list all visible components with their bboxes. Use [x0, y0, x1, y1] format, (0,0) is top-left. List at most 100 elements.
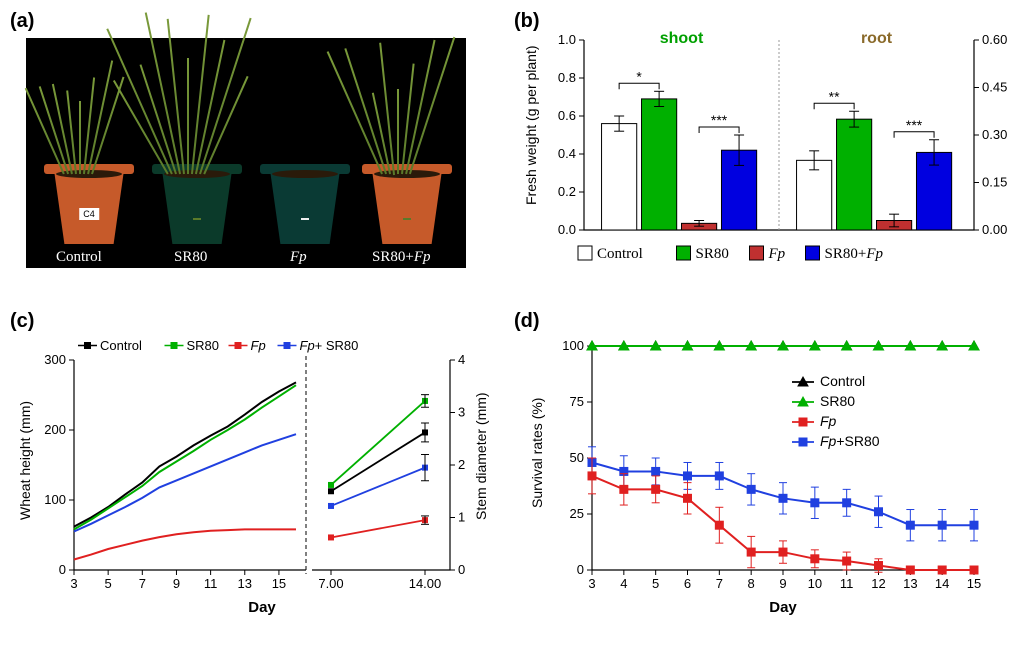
plant-pot: C4: [44, 164, 134, 244]
svg-text:0.15: 0.15: [982, 175, 1007, 190]
svg-text:15: 15: [967, 576, 981, 591]
bar: [797, 160, 832, 230]
svg-text:3: 3: [458, 405, 465, 420]
svg-text:12: 12: [871, 576, 885, 591]
legend-label: Fp+ SR80: [300, 338, 359, 353]
svg-text:10: 10: [808, 576, 822, 591]
plant-pot: [260, 164, 350, 244]
line-Fp: [74, 529, 296, 559]
svg-text:9: 9: [173, 576, 180, 591]
panel-b: (b) 0.00.20.40.60.81.00.000.150.300.450.…: [514, 10, 1014, 290]
legend-swatch: [677, 246, 691, 260]
svg-text:9: 9: [779, 576, 786, 591]
pot-tag: C4: [79, 208, 99, 220]
svg-text:3: 3: [70, 576, 77, 591]
svg-text:7: 7: [139, 576, 146, 591]
line-diam-Control: [331, 432, 425, 491]
legend-label: Fp: [820, 413, 837, 429]
plant-pot: [362, 164, 452, 244]
svg-text:5: 5: [652, 576, 659, 591]
panel-d-label: (d): [514, 310, 540, 333]
plant-pot: [152, 164, 242, 244]
legend-label: SR80: [696, 246, 729, 262]
legend-label: SR80: [820, 393, 855, 409]
panel-a-photo: C4 Control SR80 Fp SR80+Fp: [26, 38, 466, 268]
svg-text:1: 1: [458, 510, 465, 525]
panel-c: (c) ControlSR80FpFp+ SR80010020030035791…: [10, 310, 490, 630]
line-FpSR80: [74, 434, 296, 531]
svg-text:11: 11: [204, 576, 218, 591]
svg-text:11: 11: [840, 576, 854, 591]
panel-a-label: (a): [10, 10, 34, 33]
svg-text:0: 0: [59, 562, 66, 577]
svg-text:root: root: [861, 30, 893, 47]
svg-text:0.8: 0.8: [558, 70, 576, 85]
legend-label: Control: [820, 373, 865, 389]
panel-d-chart: 02550751003456789101112131415Survival ra…: [514, 310, 1014, 630]
svg-text:5: 5: [105, 576, 112, 591]
svg-text:shoot: shoot: [660, 30, 704, 47]
svg-text:0.60: 0.60: [982, 32, 1007, 47]
legend-label: Fp+SR80: [820, 433, 880, 449]
photo-caption: Fp: [290, 249, 307, 266]
svg-text:Fresh weight (g per plant): Fresh weight (g per plant): [523, 45, 539, 205]
legend-swatch: [806, 246, 820, 260]
svg-text:75: 75: [570, 394, 584, 409]
svg-text:7.00: 7.00: [318, 576, 343, 591]
legend-swatch: [578, 246, 592, 260]
svg-text:4: 4: [458, 352, 465, 367]
svg-text:1.0: 1.0: [558, 32, 576, 47]
panel-b-chart: 0.00.20.40.60.81.00.000.150.300.450.60Fr…: [514, 10, 1014, 290]
svg-text:300: 300: [44, 352, 66, 367]
svg-text:100: 100: [44, 492, 66, 507]
svg-text:Survival rates (%): Survival rates (%): [529, 398, 545, 508]
legend-label: Control: [597, 246, 643, 262]
panel-c-chart: ControlSR80FpFp+ SR800100200300357911131…: [10, 310, 490, 630]
svg-text:13: 13: [903, 576, 917, 591]
svg-text:Day: Day: [769, 599, 797, 616]
panel-d: (d) 02550751003456789101112131415Surviva…: [514, 310, 1014, 630]
legend-swatch: [750, 246, 764, 260]
bar: [837, 119, 872, 230]
svg-text:*: *: [636, 68, 642, 84]
figure-grid: (a) C4ControlSR80FpSR80+Fp (b) 0.00.20.4…: [10, 10, 1014, 630]
legend-label: SR80: [187, 338, 220, 353]
svg-text:8: 8: [748, 576, 755, 591]
svg-text:0.00: 0.00: [982, 222, 1007, 237]
panel-a: (a) C4 Control SR80 Fp SR80+Fp: [10, 10, 490, 290]
legend-label: Fp: [251, 338, 266, 353]
line-diam-Fp: [331, 520, 425, 537]
legend-label: Fp: [768, 246, 786, 262]
svg-text:3: 3: [588, 576, 595, 591]
svg-text:0.30: 0.30: [982, 127, 1007, 142]
panel-c-label: (c): [10, 310, 34, 333]
svg-text:***: ***: [711, 112, 728, 128]
svg-text:0.0: 0.0: [558, 222, 576, 237]
pot-tag: [403, 218, 411, 220]
svg-text:14.00: 14.00: [409, 576, 442, 591]
panel-b-label: (b): [514, 10, 540, 33]
bar: [602, 124, 637, 230]
svg-text:14: 14: [935, 576, 949, 591]
svg-text:0.45: 0.45: [982, 80, 1007, 95]
svg-text:0.2: 0.2: [558, 184, 576, 199]
svg-text:7: 7: [716, 576, 723, 591]
bar: [642, 99, 677, 230]
line-Control: [74, 382, 296, 526]
photo-caption: SR80+Fp: [372, 249, 430, 266]
svg-text:***: ***: [906, 117, 923, 133]
svg-text:Day: Day: [248, 599, 276, 616]
svg-text:0.6: 0.6: [558, 108, 576, 123]
svg-text:50: 50: [570, 450, 584, 465]
photo-caption: SR80: [174, 249, 207, 266]
svg-text:15: 15: [272, 576, 286, 591]
svg-text:100: 100: [562, 338, 584, 353]
photo-caption: Control: [56, 249, 102, 266]
legend-label: SR80+Fp: [825, 246, 884, 262]
svg-text:2: 2: [458, 457, 465, 472]
svg-text:4: 4: [620, 576, 627, 591]
svg-text:200: 200: [44, 422, 66, 437]
svg-text:13: 13: [238, 576, 252, 591]
svg-text:25: 25: [570, 506, 584, 521]
svg-text:Stem diameter (mm): Stem diameter (mm): [473, 392, 489, 520]
